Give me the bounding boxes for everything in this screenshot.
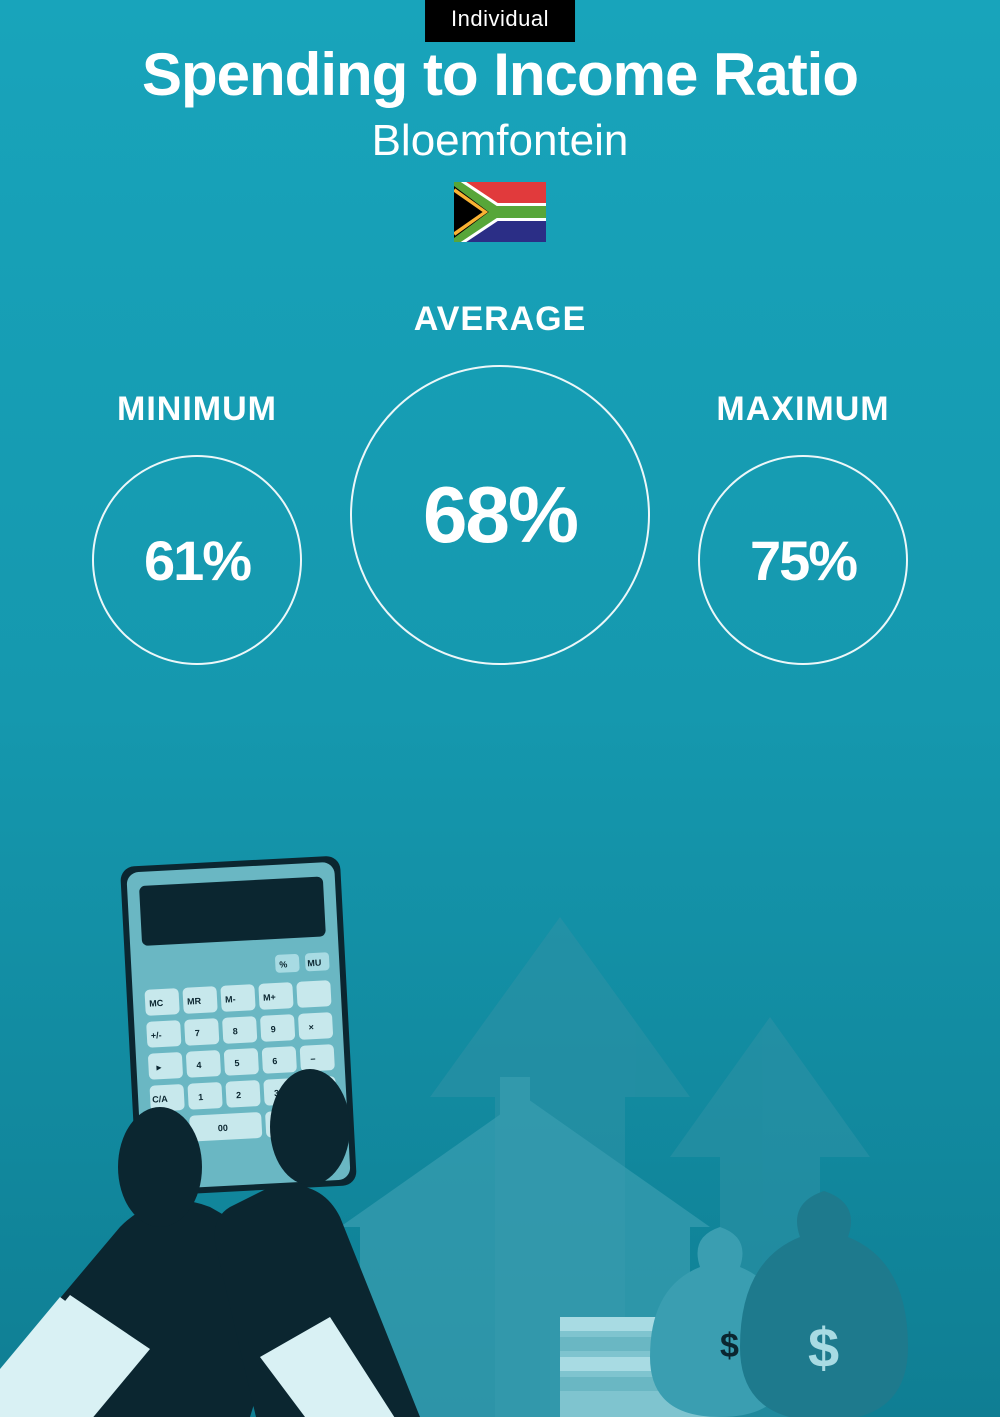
svg-text:6: 6 <box>272 1056 278 1066</box>
stat-minimum: MINIMUM 61% <box>92 390 302 665</box>
svg-text:+/-: +/- <box>151 1030 162 1041</box>
stats-row: MINIMUM 61% AVERAGE 68% MAXIMUM 75% <box>0 300 1000 665</box>
stat-label-minimum: MINIMUM <box>117 390 277 429</box>
category-badge: Individual <box>425 0 575 42</box>
flag-icon <box>454 182 546 242</box>
svg-text:▸: ▸ <box>155 1062 162 1072</box>
svg-text:C/A: C/A <box>152 1094 169 1105</box>
svg-text:$: $ <box>808 1316 839 1379</box>
svg-text:M-: M- <box>225 994 236 1005</box>
svg-text:%: % <box>279 959 288 969</box>
svg-text:5: 5 <box>234 1058 240 1068</box>
page-title: Spending to Income Ratio <box>0 40 1000 109</box>
stat-label-maximum: MAXIMUM <box>716 390 889 429</box>
svg-text:9: 9 <box>270 1024 276 1034</box>
location-subtitle: Bloemfontein <box>0 116 1000 166</box>
svg-text:MC: MC <box>149 998 164 1009</box>
svg-text:1: 1 <box>198 1092 204 1102</box>
stat-label-average: AVERAGE <box>414 300 587 339</box>
svg-text:8: 8 <box>232 1026 238 1036</box>
svg-text:MR: MR <box>187 996 202 1007</box>
stat-average: AVERAGE 68% <box>350 300 650 665</box>
svg-text:4: 4 <box>196 1060 202 1070</box>
illustration-calculator-finance: $ $ <box>0 797 1000 1417</box>
stat-value-minimum: 61% <box>144 528 250 593</box>
stat-maximum: MAXIMUM 75% <box>698 390 908 665</box>
svg-text:7: 7 <box>195 1028 201 1038</box>
svg-text:MU: MU <box>307 958 322 969</box>
svg-text:M+: M+ <box>263 992 276 1003</box>
svg-text:−: − <box>310 1054 316 1064</box>
stat-value-maximum: 75% <box>750 528 856 593</box>
svg-text:00: 00 <box>218 1123 229 1134</box>
svg-text:$: $ <box>720 1327 739 1365</box>
stat-circle-average: 68% <box>350 365 650 665</box>
svg-text:×: × <box>308 1022 314 1032</box>
svg-text:2: 2 <box>236 1090 242 1100</box>
stat-value-average: 68% <box>423 469 577 561</box>
stat-circle-maximum: 75% <box>698 455 908 665</box>
stat-circle-minimum: 61% <box>92 455 302 665</box>
